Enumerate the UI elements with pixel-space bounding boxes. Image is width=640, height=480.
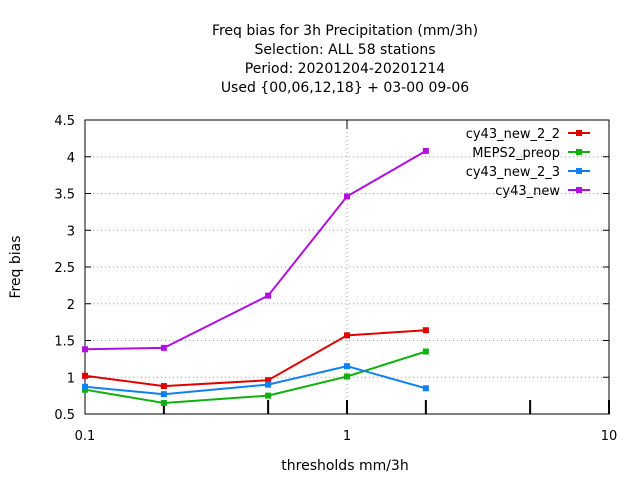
chart-title: Freq bias for 3h Precipitation (mm/3h) S… (212, 23, 478, 96)
y-tick-label: 1 (67, 371, 75, 386)
series-line (84, 329, 426, 388)
x-tick-label: 0.1 (75, 429, 96, 444)
series-cy43_new_2_2 (82, 327, 429, 390)
data-point (344, 373, 350, 380)
data-point (82, 383, 88, 390)
y-tick-labels: 0.5 1 1.5 2 2.5 3 3.5 4 4.5 (54, 114, 75, 423)
data-point (82, 346, 88, 353)
title-line-4: Used {00,06,12,18} + 03-00 09-06 (221, 80, 469, 96)
data-point (422, 147, 429, 154)
series-cy43_new (82, 147, 429, 353)
data-series (82, 147, 429, 406)
data-point (344, 363, 350, 370)
data-point (160, 344, 167, 351)
plot-frame (84, 119, 610, 415)
series-MEPS2_preop (82, 348, 429, 406)
data-point (160, 383, 167, 390)
data-point (344, 332, 350, 339)
data-point (344, 193, 350, 200)
data-point (82, 372, 88, 379)
legend-label: cy43_new (495, 184, 560, 199)
data-point (265, 381, 272, 388)
data-point (422, 385, 429, 392)
y-tick-label: 3 (67, 224, 75, 239)
data-point (265, 292, 272, 299)
data-point (160, 399, 167, 406)
title-line-1: Freq bias for 3h Precipitation (mm/3h) (212, 23, 478, 39)
data-point (265, 377, 272, 384)
data-point (422, 348, 429, 355)
y-tick-label: 4.5 (54, 114, 75, 129)
series-cy43_new_2_3 (82, 363, 429, 398)
x-axis-label: thresholds mm/3h (281, 458, 408, 474)
legend-item: MEPS2_preop (472, 146, 590, 161)
legend: cy43_new_2_2 MEPS2_preop cy43_new_2_3 cy43_… (466, 127, 590, 199)
data-point (160, 391, 167, 398)
y-tick-label: 3.5 (54, 188, 75, 203)
y-axis-label: Freq bias (8, 235, 24, 298)
series-line (84, 350, 427, 405)
legend-marker (576, 130, 582, 136)
y-tick-label: 4 (67, 151, 75, 166)
title-line-3: Period: 20201204-20201214 (245, 61, 445, 77)
y-tick-label: 2.5 (54, 261, 75, 276)
y-tick-label: 1.5 (54, 335, 75, 350)
x-tick-labels: 0.1 1 10 (75, 429, 618, 444)
legend-marker (576, 187, 582, 193)
legend-item: cy43_new_2_2 (466, 127, 590, 142)
legend-label: cy43_new_2_3 (466, 165, 560, 180)
legend-label: MEPS2_preop (472, 146, 560, 161)
y-tick-label: 0.5 (54, 408, 75, 423)
y-tick-label: 2 (67, 298, 75, 313)
x-tick-label: 10 (601, 429, 618, 444)
series-line (84, 150, 427, 351)
data-point (422, 327, 429, 334)
x-tick-label: 1 (343, 429, 351, 444)
data-point (265, 392, 272, 399)
title-line-2: Selection: ALL 58 stations (254, 42, 435, 58)
legend-marker (576, 168, 582, 174)
legend-marker (576, 149, 582, 155)
legend-item: cy43_new_2_3 (466, 165, 590, 180)
legend-label: cy43_new_2_2 (466, 127, 560, 142)
legend-item: cy43_new (495, 184, 590, 199)
